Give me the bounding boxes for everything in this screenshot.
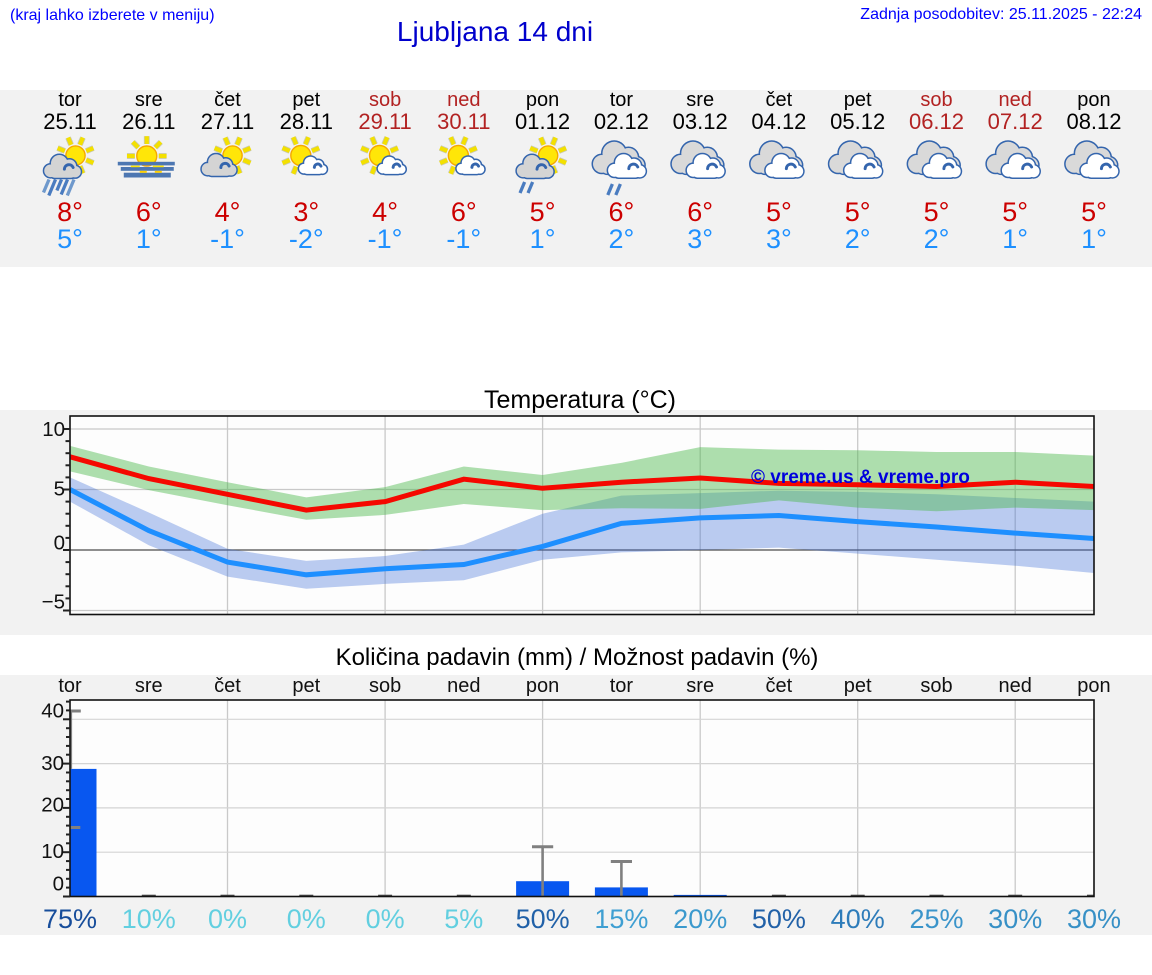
svg-text:30: 30 [41,752,64,775]
svg-text:−5: −5 [42,591,65,614]
svg-text:20: 20 [41,794,64,817]
svg-text:0: 0 [54,532,65,555]
svg-text:10: 10 [41,840,64,863]
svg-text:0: 0 [53,873,64,896]
svg-text:40: 40 [41,700,64,723]
svg-text:5: 5 [54,478,65,501]
svg-text:10: 10 [42,418,65,441]
svg-text:© vreme.us & vreme.pro: © vreme.us & vreme.pro [751,467,970,488]
